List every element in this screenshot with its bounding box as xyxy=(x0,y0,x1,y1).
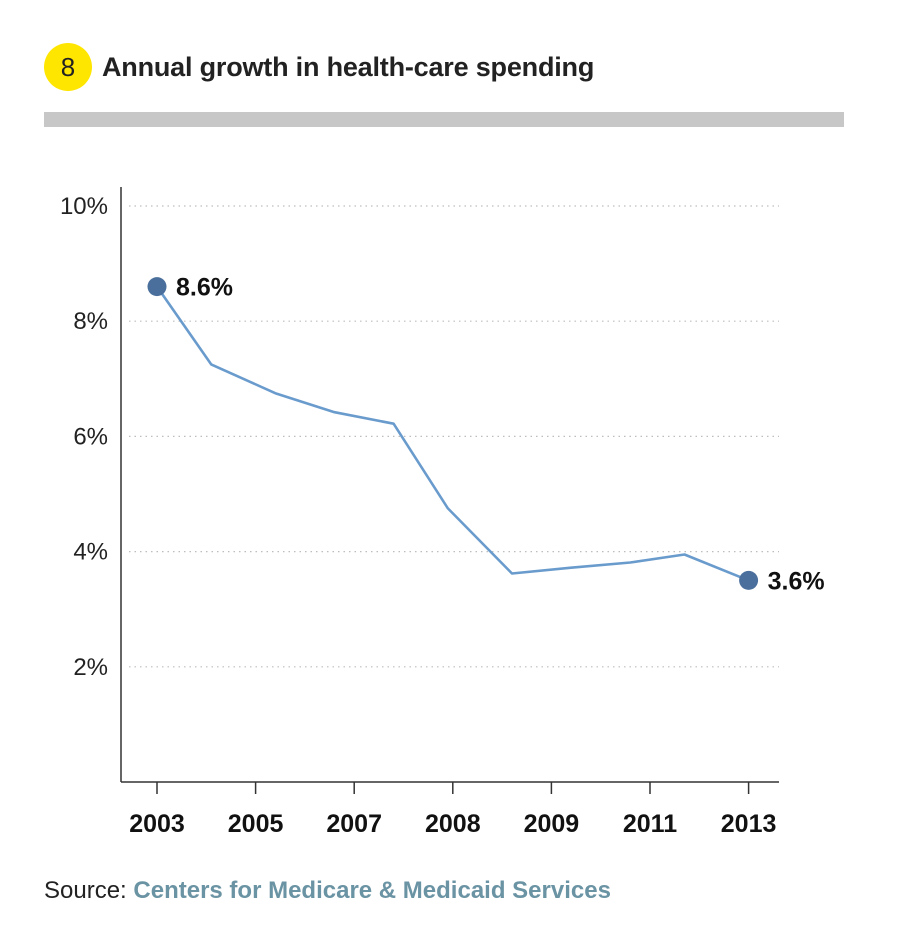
chart-header: 8 Annual growth in health-care spending xyxy=(44,43,594,91)
x-tick-label: 2008 xyxy=(425,810,481,838)
x-tick-label: 2009 xyxy=(524,810,580,838)
y-tick-label: 10% xyxy=(60,193,108,220)
y-tick-label: 2% xyxy=(73,654,108,681)
source-label: Source: xyxy=(44,877,127,904)
chart-title: Annual growth in health-care spending xyxy=(102,51,595,82)
x-tick-label: 2013 xyxy=(721,810,777,838)
header-divider xyxy=(44,112,844,127)
x-tick-label: 2007 xyxy=(326,810,382,838)
chart-number-badge: 8 xyxy=(44,43,92,91)
y-tick-label: 4% xyxy=(73,539,108,566)
y-tick-label: 8% xyxy=(73,308,108,335)
y-tick-label: 6% xyxy=(73,423,108,450)
series-line xyxy=(155,285,750,582)
x-tick-label: 2003 xyxy=(129,810,185,838)
data-label: 8.6% xyxy=(176,274,233,302)
source-line: Source: Centers for Medicare & Medicaid … xyxy=(44,877,611,905)
source-link[interactable]: Centers for Medicare & Medicaid Services xyxy=(133,877,611,904)
data-point-marker xyxy=(739,570,759,590)
x-tick-label: 2005 xyxy=(228,810,284,838)
data-label: 3.6% xyxy=(768,567,825,595)
data-point-marker xyxy=(147,277,167,297)
x-tick-label: 2011 xyxy=(623,810,677,838)
